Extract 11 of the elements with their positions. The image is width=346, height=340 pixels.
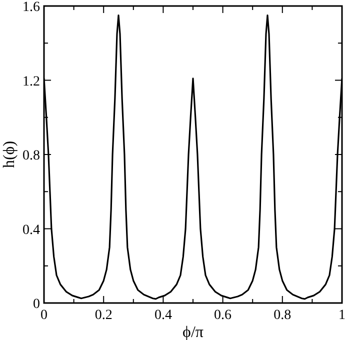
x-tick-label: 0.8 bbox=[274, 308, 292, 323]
y-axis-title: h(ϕ) bbox=[1, 140, 18, 168]
y-tick-label: 1.6 bbox=[22, 0, 40, 15]
x-tick-label: 1 bbox=[338, 308, 346, 323]
y-tick-label: 0 bbox=[33, 297, 40, 312]
y-tick-label: 1.2 bbox=[22, 74, 40, 90]
x-tick-label: 0.6 bbox=[214, 308, 232, 323]
x-tick-label: 0.4 bbox=[154, 308, 172, 323]
y-tick-label: 0.8 bbox=[22, 148, 40, 164]
x-tick-label: 0.2 bbox=[94, 308, 112, 323]
y-tick-label: 0.4 bbox=[22, 222, 40, 238]
